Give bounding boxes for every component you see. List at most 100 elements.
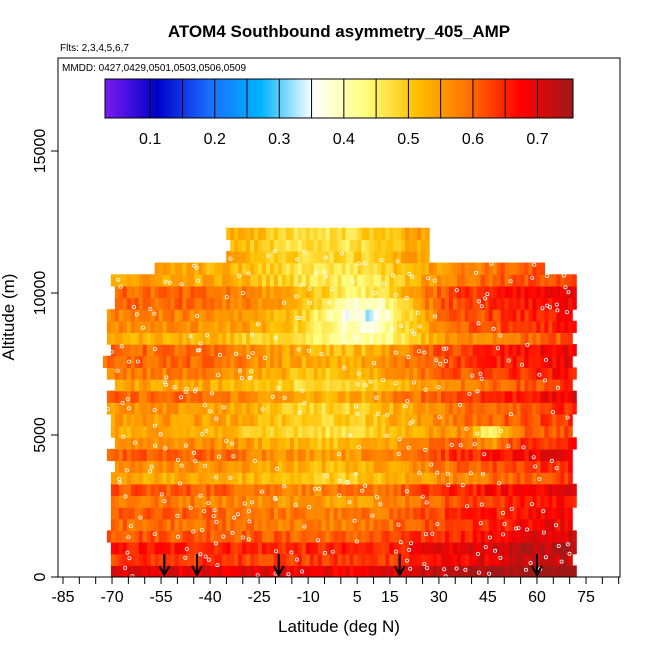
sample-point	[360, 488, 365, 493]
sample-point	[537, 476, 542, 481]
heat-cell	[472, 390, 478, 403]
heat-cell	[460, 402, 466, 415]
sample-point	[149, 464, 154, 469]
heat-cell	[106, 332, 112, 345]
heat-cell	[150, 355, 156, 368]
heat-cell	[516, 472, 522, 485]
heat-cell	[309, 542, 315, 555]
heat-cell	[146, 309, 152, 322]
heat-cell	[345, 297, 351, 310]
heat-cell	[421, 565, 426, 577]
heat-cell	[162, 320, 168, 333]
heat-cell	[508, 344, 514, 357]
heat-cell	[250, 437, 255, 450]
heat-cell	[337, 437, 343, 450]
heat-cell	[544, 425, 549, 438]
heat-cell	[206, 379, 211, 392]
heat-cell	[353, 344, 359, 357]
heat-cell	[122, 344, 128, 357]
heat-cell	[309, 402, 315, 415]
heat-cell	[532, 367, 537, 380]
heat-cell	[170, 553, 176, 566]
heat-cell	[178, 355, 184, 368]
heat-cell	[142, 309, 148, 322]
heat-cell	[472, 437, 478, 450]
heat-cell	[118, 285, 124, 299]
heat-cell	[401, 425, 406, 438]
heat-cell	[198, 320, 203, 333]
heat-cell	[437, 437, 442, 450]
heat-cell	[452, 518, 458, 531]
heat-cell	[528, 414, 534, 427]
heat-cell	[496, 344, 502, 357]
heat-cell	[114, 495, 120, 508]
heat-cell	[516, 344, 522, 357]
heat-cell	[166, 495, 172, 508]
heat-cell	[417, 309, 422, 322]
heat-cell	[222, 320, 227, 333]
heat-cell	[142, 425, 148, 438]
heat-cell	[178, 332, 184, 345]
heat-cell	[313, 309, 319, 322]
heat-cell	[206, 285, 211, 299]
heat-cell	[448, 448, 454, 462]
heat-cell	[464, 332, 470, 345]
heat-cell	[448, 518, 454, 531]
heat-cell	[393, 542, 398, 555]
heat-cell	[194, 460, 199, 473]
heat-cell	[437, 367, 442, 380]
heat-cell	[222, 379, 227, 392]
heat-cell	[325, 425, 331, 438]
sample-point	[211, 514, 216, 519]
heat-cell	[456, 320, 462, 333]
heat-cell	[405, 414, 410, 427]
heat-cell	[325, 355, 331, 368]
sample-point	[476, 321, 481, 326]
heat-cell	[317, 472, 323, 485]
heat-cell	[504, 507, 510, 520]
heat-cell	[246, 367, 251, 380]
heat-cell	[460, 448, 466, 462]
heat-cell	[325, 379, 331, 392]
heat-cell	[492, 483, 498, 496]
heat-cell	[329, 553, 335, 566]
heat-cell	[472, 495, 478, 508]
heat-cell	[405, 390, 410, 403]
heat-cell	[373, 227, 378, 240]
heat-cell	[393, 274, 398, 287]
heat-cell	[321, 518, 327, 531]
sample-point	[533, 464, 538, 469]
heat-cell	[254, 344, 259, 357]
heat-cell	[142, 379, 148, 392]
heat-cell	[480, 355, 486, 368]
heat-cell	[381, 542, 386, 555]
heat-cell	[456, 542, 462, 555]
heat-cell	[345, 239, 351, 252]
heat-cell	[516, 274, 522, 287]
heat-cell	[250, 390, 255, 403]
heat-cell	[325, 227, 331, 240]
heat-cell	[409, 227, 414, 240]
heat-cell	[544, 472, 549, 485]
sample-point	[330, 286, 335, 291]
heat-cell	[254, 530, 259, 543]
heat-cell	[544, 379, 549, 392]
heat-cell	[289, 483, 295, 496]
heat-cell	[476, 355, 482, 368]
heat-cell	[174, 379, 180, 392]
heat-cell	[277, 414, 283, 427]
heat-cell	[468, 553, 474, 566]
heat-cell	[250, 320, 255, 333]
heat-cell	[341, 425, 347, 438]
heat-cell	[377, 542, 382, 555]
sample-point	[437, 415, 442, 420]
heat-cell	[194, 530, 199, 543]
heat-cell	[333, 355, 339, 368]
heat-cell	[425, 448, 430, 462]
heat-cell	[429, 483, 434, 496]
heat-cell	[456, 425, 462, 438]
heat-cell	[214, 344, 219, 357]
heat-cell	[289, 344, 295, 357]
heat-cell	[166, 390, 172, 403]
heat-cell	[568, 379, 573, 392]
